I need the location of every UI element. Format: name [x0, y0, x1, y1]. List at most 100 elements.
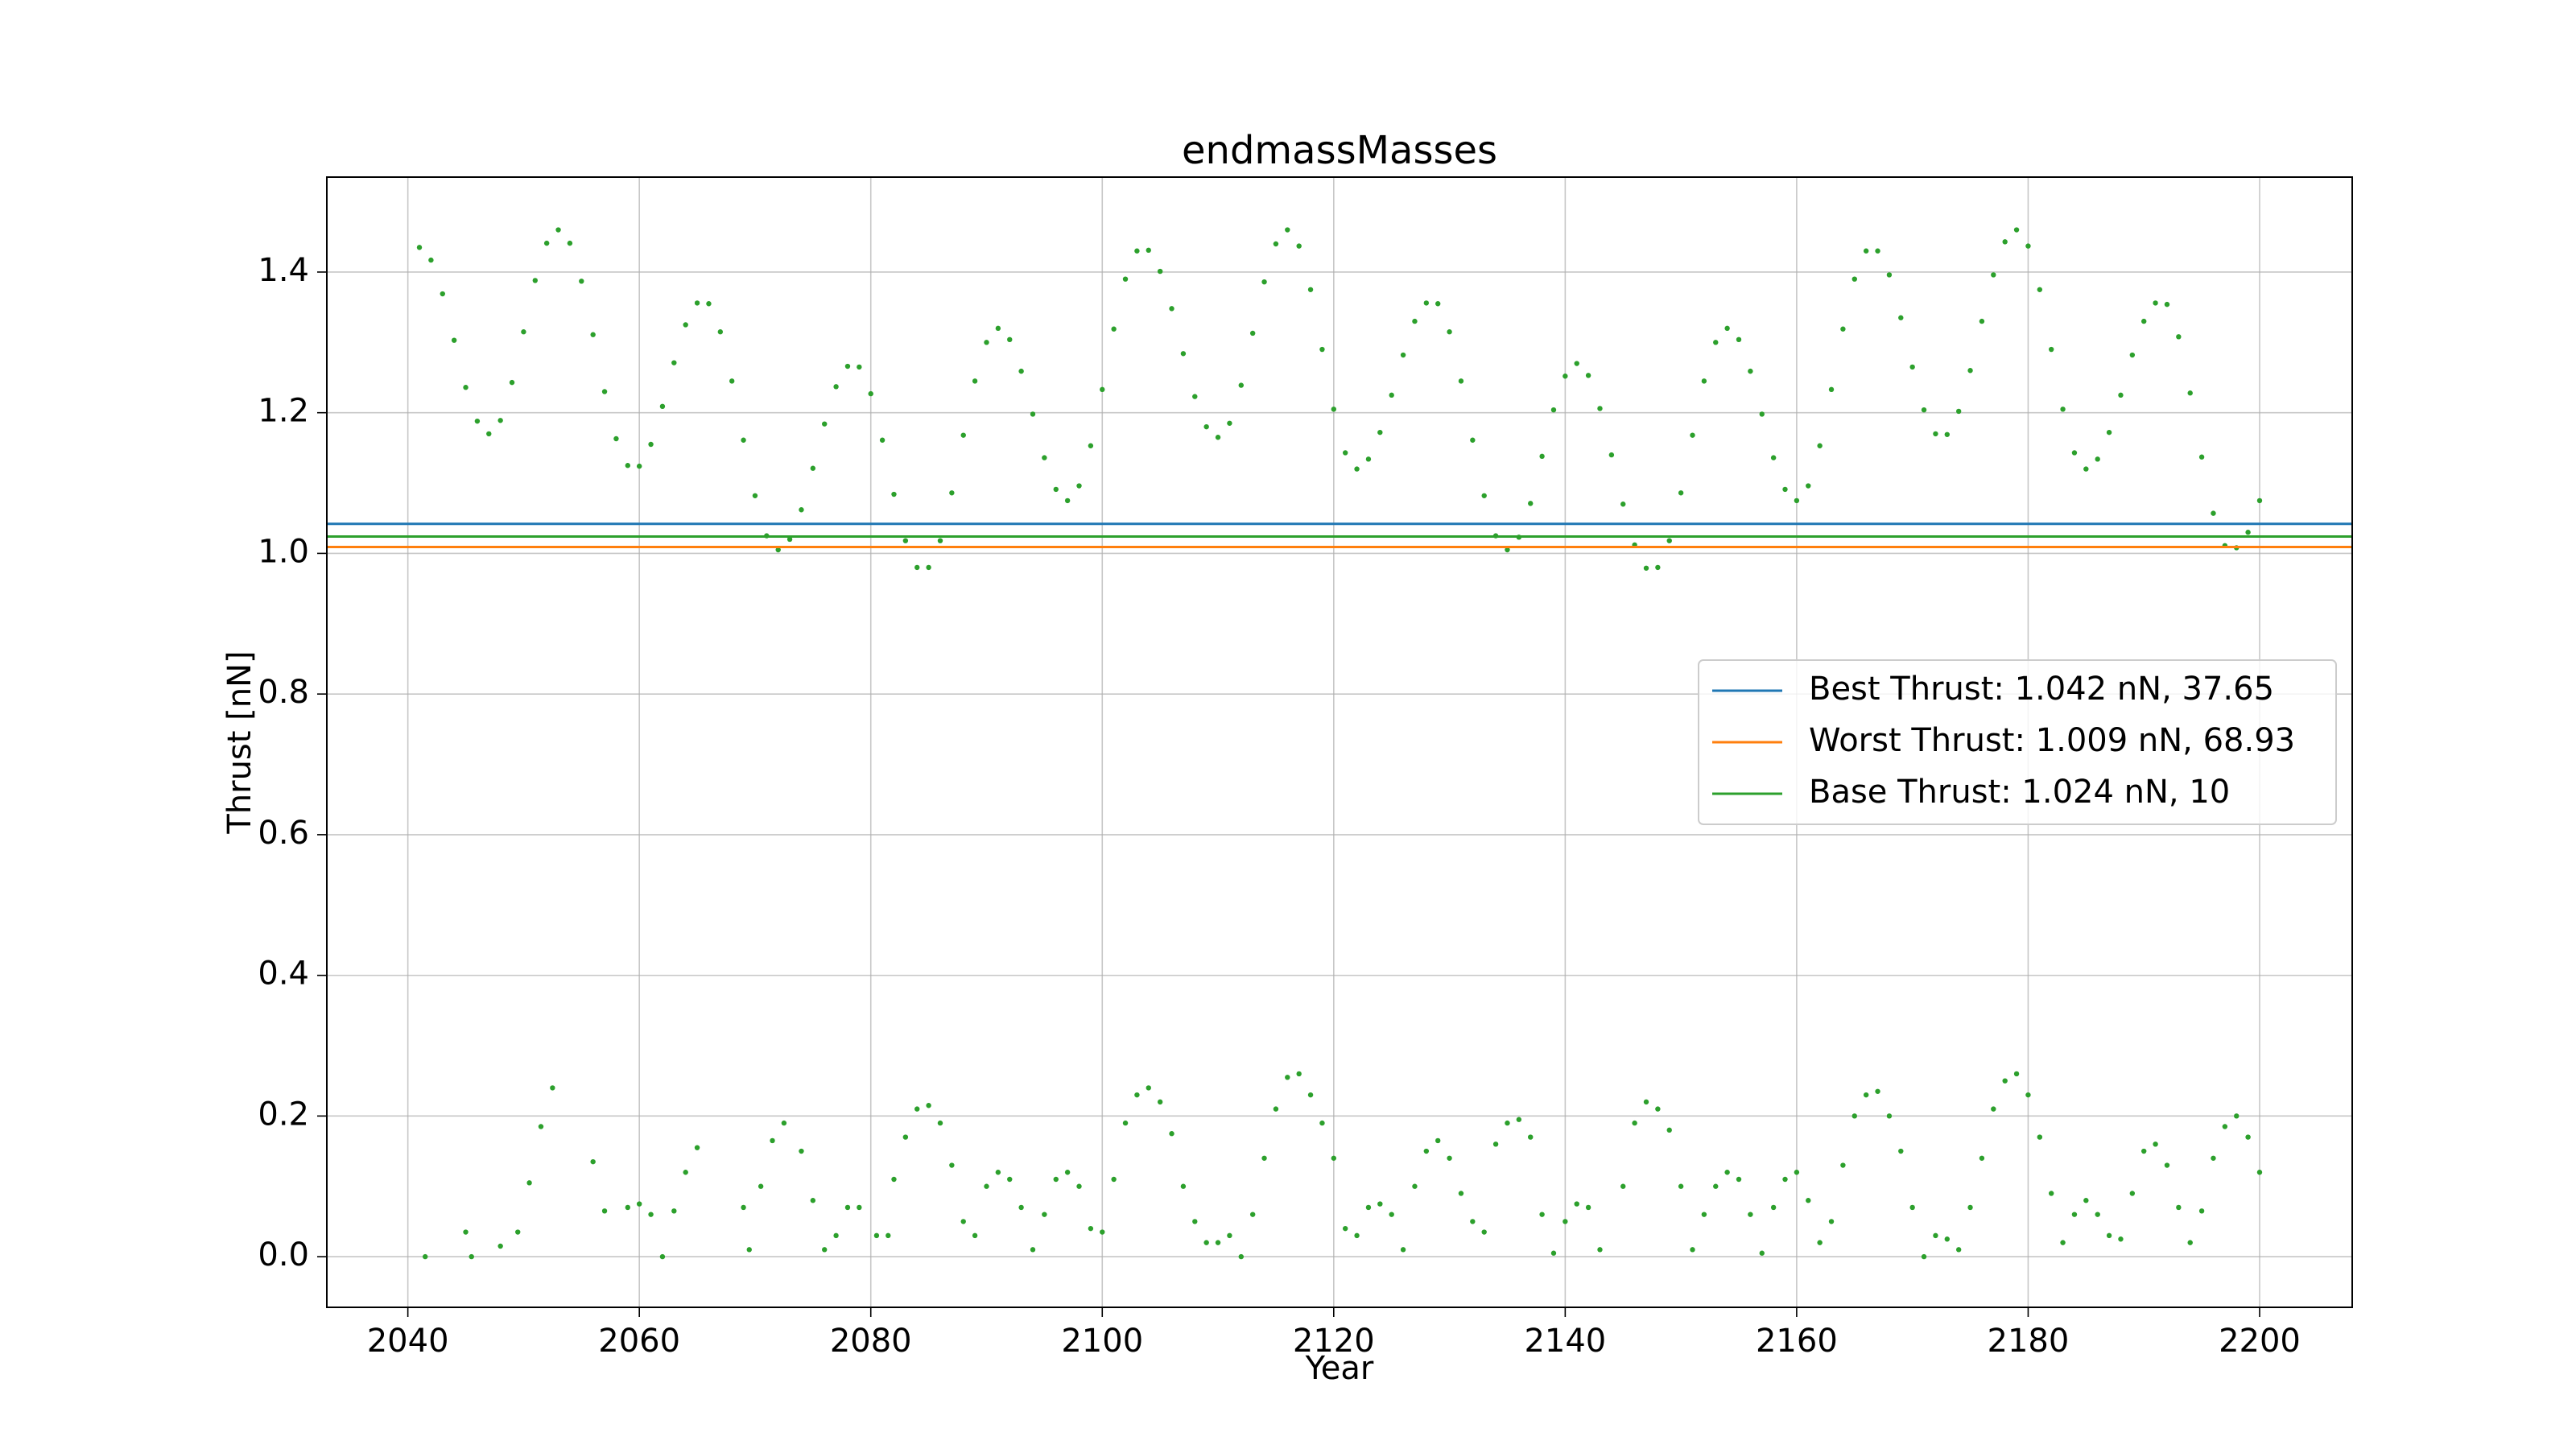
data-point [1505, 1120, 1510, 1126]
data-point [2118, 392, 2124, 398]
data-point [1666, 1127, 1672, 1133]
data-point [1806, 1198, 1811, 1203]
data-point [1030, 411, 1036, 417]
data-point [2060, 407, 2066, 412]
data-point [1782, 1176, 1788, 1183]
data-point [2025, 243, 2031, 249]
data-point [1018, 368, 1024, 374]
y-tick-label: 0.6 [258, 815, 309, 852]
data-point [2256, 1170, 2263, 1175]
data-point [1643, 1099, 1649, 1105]
data-point [1770, 1204, 1777, 1211]
data-point [1759, 411, 1765, 417]
data-point [984, 340, 989, 345]
data-point [1354, 1232, 1360, 1239]
x-axis-label: Year [1305, 1350, 1374, 1387]
data-point [1794, 1170, 1800, 1175]
data-point [1088, 443, 1094, 448]
data-point [1909, 1204, 1915, 1211]
data-point [1690, 1247, 1695, 1253]
data-point [1180, 351, 1187, 357]
data-point [1585, 1204, 1591, 1211]
data-point [555, 227, 561, 233]
data-point [694, 1145, 700, 1150]
data-point [567, 240, 573, 246]
data-point [2106, 429, 2112, 436]
data-point [1389, 1212, 1394, 1217]
data-point [1852, 276, 1857, 282]
data-point [625, 463, 631, 469]
data-point [2037, 287, 2043, 292]
data-point [1377, 1201, 1383, 1207]
x-tick-label: 2200 [2219, 1323, 2301, 1360]
x-tick-label: 2040 [367, 1323, 449, 1360]
data-point [636, 1201, 642, 1207]
data-point [1458, 1191, 1464, 1196]
data-point [1713, 1183, 1719, 1189]
data-point [694, 300, 700, 306]
data-point [1042, 1212, 1047, 1217]
data-point [833, 384, 839, 390]
data-point [984, 1183, 989, 1189]
data-point [972, 1232, 978, 1239]
data-point [1296, 1071, 1302, 1077]
data-point [2164, 1162, 2170, 1168]
data-point [1435, 1137, 1441, 1144]
data-point [1412, 1183, 1418, 1189]
data-point [2002, 1078, 2008, 1084]
data-point [902, 1134, 909, 1140]
data-point [1909, 364, 1915, 370]
data-point [1192, 394, 1198, 399]
data-point [1076, 1183, 1082, 1189]
data-point [1249, 330, 1256, 336]
data-point [440, 291, 445, 297]
data-point [2083, 1198, 2089, 1203]
data-point [706, 301, 712, 307]
data-point [1134, 248, 1140, 254]
data-point [2256, 497, 2263, 504]
data-point [1180, 1183, 1187, 1189]
data-point [1400, 1247, 1406, 1253]
data-point [1203, 423, 1209, 430]
data-point [1550, 1250, 1557, 1256]
x-tick-label: 2120 [1293, 1323, 1375, 1360]
data-point [1828, 386, 1835, 393]
data-point [1933, 431, 1938, 437]
data-point [1736, 336, 1742, 343]
data-point [844, 363, 851, 369]
data-point [1597, 1247, 1603, 1253]
data-point [648, 1212, 654, 1217]
data-point [2013, 227, 2020, 233]
data-point [1967, 368, 1973, 374]
y-tick-label: 0.4 [258, 956, 309, 993]
data-point [1088, 1225, 1094, 1232]
y-tick-label: 1.0 [258, 533, 309, 570]
data-point [2176, 334, 2182, 340]
data-point [1655, 564, 1661, 571]
data-point [1632, 1120, 1637, 1126]
data-point [799, 507, 804, 513]
data-point [2187, 1240, 2193, 1245]
data-point [1886, 272, 1893, 278]
data-point [613, 436, 619, 442]
data-point [2106, 1232, 2112, 1239]
data-point [2025, 1092, 2031, 1098]
data-point [590, 1158, 596, 1165]
data-point [2129, 352, 2136, 358]
data-point [648, 441, 654, 448]
data-point [1007, 1176, 1013, 1183]
data-point [683, 322, 688, 328]
data-point [1991, 1106, 1996, 1112]
data-point [2245, 1134, 2251, 1140]
data-point [1620, 1183, 1626, 1189]
data-point [1447, 1155, 1452, 1161]
data-point [1122, 1120, 1129, 1126]
data-point [873, 1232, 880, 1239]
data-point [1724, 1170, 1730, 1175]
data-point [822, 1247, 828, 1253]
data-point [2048, 346, 2054, 353]
data-point [2118, 1236, 2124, 1242]
y-tick-label: 0.0 [258, 1236, 309, 1274]
data-point [914, 1106, 920, 1112]
data-point [1146, 1085, 1151, 1091]
